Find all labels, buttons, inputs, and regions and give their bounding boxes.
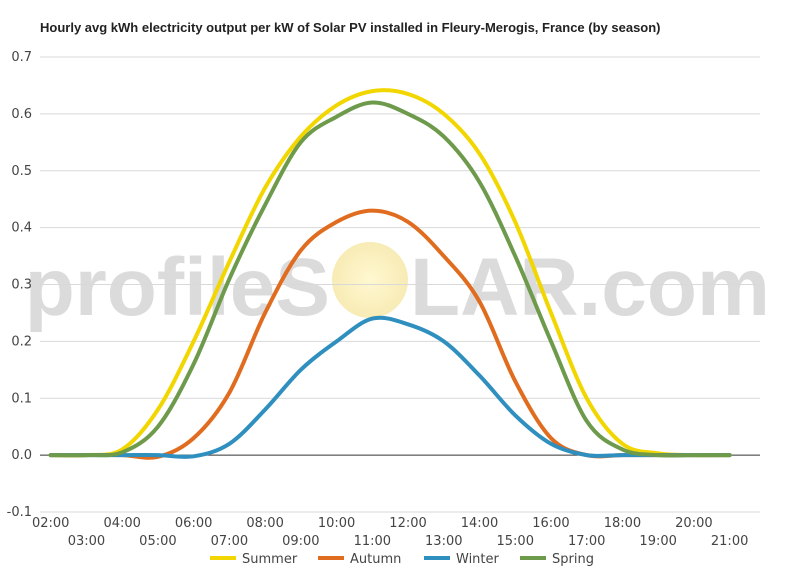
y-axis: -0.1 0.0 0.1 0.2 0.3 0.4 0.5 0.6 0.7 [7,50,32,520]
y-tick-label: 0.2 [11,334,32,349]
chart-title: Hourly avg kWh electricity output per kW… [40,20,661,35]
x-axis: 02:00 03:00 04:00 05:00 06:00 07:00 08:00 09:00… [32,516,748,549]
legend-label-winter: Winter [456,552,500,567]
watermark-right: LAR.com [410,242,770,333]
x-tick-label: 10:00 [318,516,355,531]
x-tick-label: 08:00 [246,516,283,531]
y-tick-label: 0.1 [11,391,32,406]
x-tick-label: 09:00 [282,534,319,549]
x-tick-label: 19:00 [639,534,676,549]
y-tick-label: 0.7 [11,50,32,65]
legend-label-summer: Summer [242,552,298,567]
x-tick-label: 20:00 [675,516,712,531]
y-tick-label: 0.0 [11,448,32,463]
x-tick-label: 05:00 [139,534,176,549]
legend-swatch-winter [424,556,450,560]
y-tick-label: 0.3 [11,278,32,293]
watermark-sun-icon [332,242,408,318]
grid [40,56,760,513]
x-tick-label: 18:00 [604,516,641,531]
series-lines [48,88,732,460]
x-tick-label: 16:00 [532,516,569,531]
legend-label-autumn: Autumn [350,552,401,567]
y-tick-label: -0.1 [7,505,32,520]
y-tick-label: 0.6 [11,107,32,122]
x-tick-label: 02:00 [32,516,69,531]
x-tick-label: 04:00 [103,516,140,531]
legend-swatch-autumn [318,556,344,560]
series-line-winter [48,315,732,459]
x-tick-label: 15:00 [497,534,534,549]
legend-label-spring: Spring [552,552,594,567]
x-tick-label: 03:00 [68,534,105,549]
series-line-spring [48,100,732,458]
x-tick-label: 14:00 [461,516,498,531]
legend-swatch-summer [210,556,236,560]
x-tick-label: 13:00 [425,534,462,549]
x-tick-label: 06:00 [175,516,212,531]
legend: Summer Autumn Winter Spring [210,552,594,567]
x-tick-label: 07:00 [211,534,248,549]
x-tick-label: 12:00 [389,516,426,531]
series-line-summer [48,88,732,458]
x-tick-label: 17:00 [568,534,605,549]
legend-swatch-spring [520,556,546,560]
y-tick-label: 0.5 [11,164,32,179]
x-tick-label: 21:00 [711,534,748,549]
y-tick-label: 0.4 [11,221,32,236]
watermark-left: profileS [25,242,330,333]
x-tick-label: 11:00 [354,534,391,549]
